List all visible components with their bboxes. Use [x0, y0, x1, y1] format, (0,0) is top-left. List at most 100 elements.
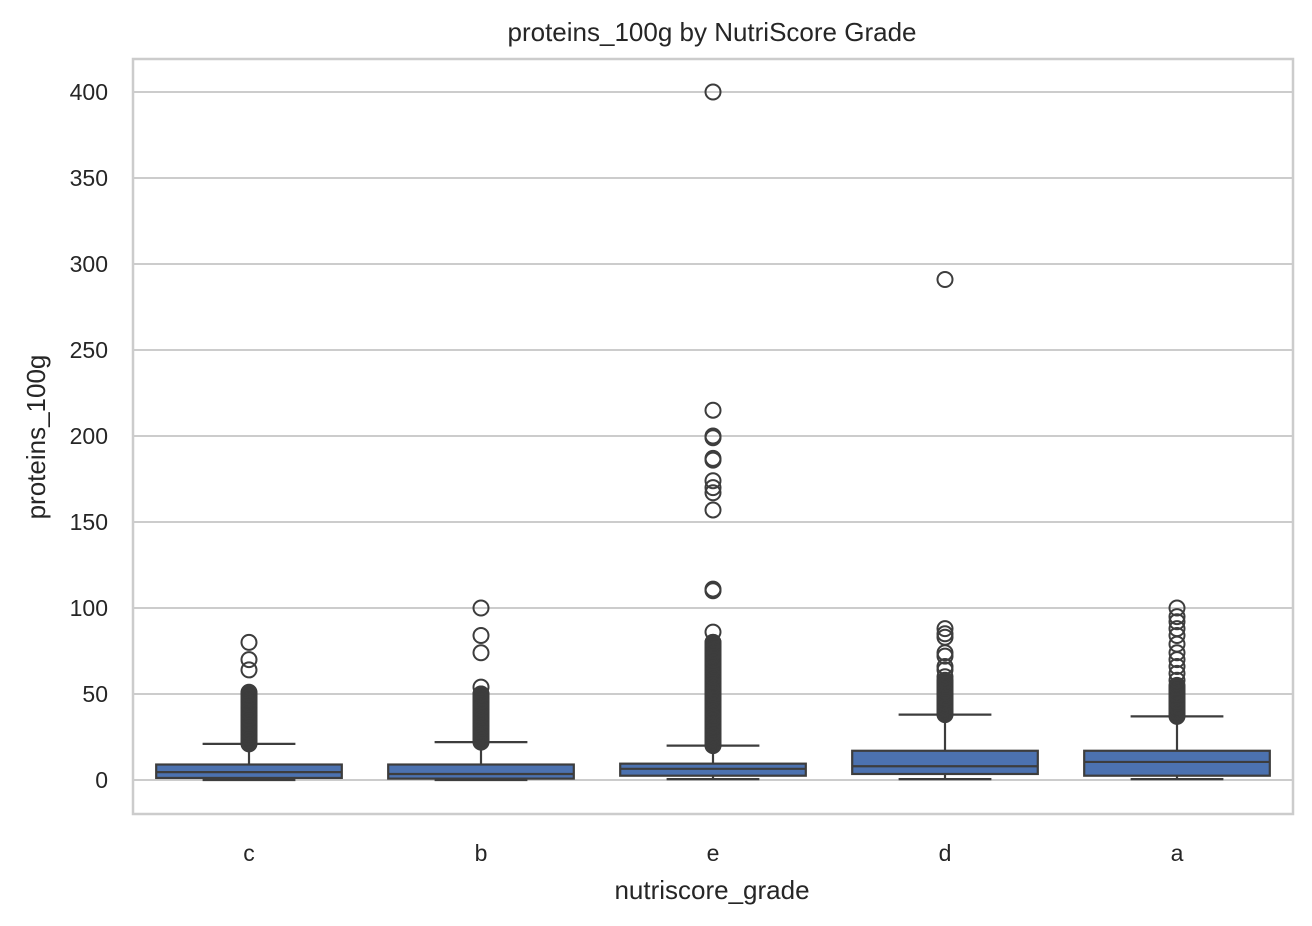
outlier-point: [704, 484, 722, 502]
outlier-point: [936, 644, 954, 662]
y-tick-label: 0: [95, 767, 108, 793]
outlier-point: [1168, 608, 1186, 626]
y-tick-label: 300: [70, 251, 108, 277]
outlier-point: [472, 644, 490, 662]
outlier-point: [472, 706, 490, 724]
box-group-c: [155, 633, 343, 782]
outlier-point: [704, 651, 722, 669]
outlier-point: [240, 651, 258, 669]
outlier-point: [704, 449, 722, 467]
outlier-point: [936, 625, 954, 643]
outlier-point: [1168, 678, 1186, 696]
outlier-point: [704, 401, 722, 419]
y-tick-label: 150: [70, 509, 108, 535]
outlier-point: [936, 682, 954, 700]
box-group-d: [851, 270, 1039, 781]
outlier-point: [704, 623, 722, 641]
outlier-point: [704, 83, 722, 101]
outlier-point: [1168, 599, 1186, 617]
outlier-point: [936, 620, 954, 638]
outlier-point: [936, 675, 954, 693]
iqr-box: [387, 763, 575, 780]
outlier-point: [936, 688, 954, 706]
outlier-point: [704, 659, 722, 677]
outlier-point: [936, 657, 954, 675]
outlier-point: [704, 716, 722, 734]
outlier-point: [240, 695, 258, 713]
outlier-point: [472, 685, 490, 703]
outlier-point: [472, 726, 490, 744]
outlier-point: [472, 719, 490, 737]
outlier-point: [240, 733, 258, 751]
box-group-a: [1083, 599, 1271, 781]
plot-frame: [131, 57, 1295, 816]
outlier-point: [1168, 644, 1186, 662]
outlier-point: [240, 728, 258, 746]
y-axis-ticks: 0 50 100 150 200 250 300 350 400: [70, 79, 108, 793]
outlier-point: [704, 633, 722, 651]
outlier-point: [704, 642, 722, 660]
outlier-point: [1168, 664, 1186, 682]
y-tick-label: 350: [70, 165, 108, 191]
outlier-point: [936, 628, 954, 646]
y-tick-label: 100: [70, 595, 108, 621]
y-tick-label: 250: [70, 337, 108, 363]
outlier-point: [1168, 635, 1186, 653]
outlier-point: [936, 647, 954, 665]
x-tick-label: a: [1171, 840, 1184, 866]
outlier-point: [704, 501, 722, 519]
outlier-point: [704, 668, 722, 686]
plot-area: [155, 83, 1271, 782]
outlier-point: [240, 714, 258, 732]
x-tick-label: d: [939, 840, 952, 866]
outlier-point: [240, 661, 258, 679]
outlier-point: [240, 633, 258, 651]
outlier-point: [936, 668, 954, 686]
iqr-box: [1083, 749, 1271, 777]
outlier-point: [704, 730, 722, 748]
outlier-point: [472, 731, 490, 749]
x-tick-label: e: [707, 840, 720, 866]
outlier-point: [240, 709, 258, 727]
outlier-point: [240, 719, 258, 737]
outlier-point: [472, 678, 490, 696]
outlier-point: [472, 713, 490, 731]
outlier-point: [472, 692, 490, 710]
box-group-e: [619, 83, 807, 781]
outlier-point: [704, 723, 722, 741]
outlier-point: [704, 479, 722, 497]
outlier-point: [1168, 613, 1186, 631]
outlier-point: [704, 427, 722, 445]
outlier-point: [704, 676, 722, 694]
outlier-point: [1168, 697, 1186, 715]
y-tick-label: 50: [82, 681, 108, 707]
box-group-b: [387, 599, 575, 782]
outlier-point: [472, 699, 490, 717]
outlier-point: [704, 472, 722, 490]
grid-lines: [133, 91, 1293, 781]
x-tick-label: b: [475, 840, 488, 866]
outlier-point: [1168, 657, 1186, 675]
outlier-point: [704, 735, 722, 753]
outlier-point: [704, 685, 722, 703]
y-tick-label: 200: [70, 423, 108, 449]
y-axis-label: proteins_100g: [21, 355, 51, 520]
outlier-point: [1168, 685, 1186, 703]
x-axis-label: nutriscore_grade: [614, 875, 809, 905]
outlier-point: [1168, 702, 1186, 720]
outlier-point: [240, 685, 258, 703]
chart-title: proteins_100g by NutriScore Grade: [507, 17, 916, 47]
outlier-point: [936, 270, 954, 288]
iqr-box: [851, 749, 1039, 776]
outlier-point: [1168, 620, 1186, 638]
outlier-point: [704, 694, 722, 712]
outlier-point: [472, 599, 490, 617]
outlier-point: [1168, 692, 1186, 710]
x-tick-label: c: [243, 840, 255, 866]
outlier-point: [1168, 671, 1186, 689]
outlier-point: [1168, 627, 1186, 645]
outlier-point: [472, 627, 490, 645]
outlier-point: [936, 699, 954, 717]
